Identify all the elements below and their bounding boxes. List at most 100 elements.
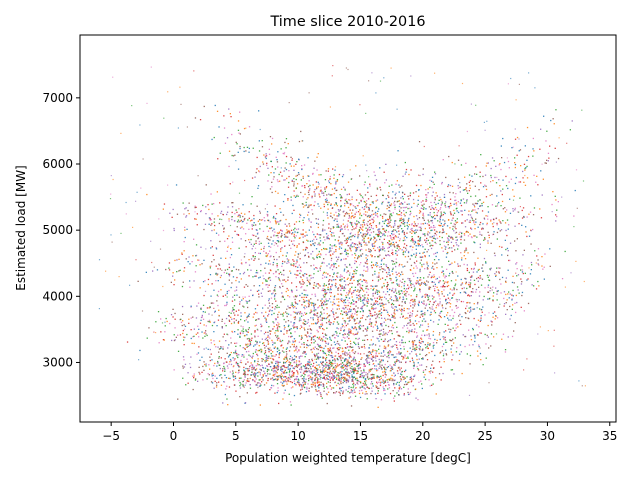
scatter-point bbox=[328, 283, 330, 286]
scatter-point bbox=[300, 130, 302, 133]
scatter-point bbox=[258, 296, 260, 298]
scatter-point bbox=[313, 353, 315, 355]
scatter-point bbox=[181, 324, 183, 327]
scatter-point bbox=[301, 279, 304, 281]
scatter-point bbox=[314, 313, 317, 316]
scatter-point bbox=[266, 225, 268, 228]
scatter-point bbox=[170, 281, 172, 283]
scatter-point bbox=[396, 297, 398, 299]
scatter-point bbox=[349, 332, 351, 334]
scatter-point bbox=[355, 165, 357, 167]
scatter-point bbox=[300, 191, 302, 194]
scatter-point bbox=[413, 298, 415, 300]
scatter-point bbox=[317, 153, 319, 155]
scatter-point bbox=[396, 370, 399, 372]
scatter-point bbox=[333, 177, 335, 179]
scatter-point bbox=[437, 210, 440, 212]
scatter-point bbox=[332, 311, 334, 313]
scatter-point bbox=[277, 180, 279, 183]
scatter-point bbox=[441, 214, 443, 217]
scatter-point bbox=[268, 326, 270, 328]
scatter-point bbox=[146, 193, 148, 196]
scatter-point bbox=[358, 322, 360, 325]
scatter-point bbox=[334, 318, 336, 320]
scatter-point bbox=[239, 145, 241, 148]
scatter-point bbox=[407, 220, 409, 222]
scatter-point bbox=[450, 241, 453, 243]
scatter-point bbox=[370, 313, 372, 315]
scatter-point bbox=[367, 237, 369, 240]
scatter-point bbox=[360, 317, 362, 319]
scatter-point bbox=[413, 230, 415, 232]
scatter-point bbox=[245, 233, 247, 235]
scatter-point bbox=[362, 236, 364, 238]
scatter-point bbox=[299, 311, 302, 313]
scatter-point bbox=[393, 245, 395, 247]
scatter-point bbox=[245, 284, 247, 286]
scatter-point bbox=[395, 360, 397, 363]
scatter-point bbox=[366, 244, 368, 246]
scatter-point bbox=[387, 300, 389, 302]
scatter-point bbox=[460, 351, 462, 353]
scatter-point bbox=[526, 159, 528, 161]
scatter-point bbox=[228, 218, 230, 220]
scatter-point bbox=[278, 323, 280, 325]
scatter-point bbox=[200, 210, 202, 213]
scatter-point bbox=[433, 281, 435, 283]
scatter-point bbox=[231, 331, 234, 333]
scatter-point bbox=[292, 341, 294, 343]
scatter-point bbox=[363, 184, 366, 186]
scatter-point bbox=[376, 291, 378, 293]
scatter-point bbox=[407, 287, 410, 290]
scatter-point bbox=[208, 319, 211, 321]
scatter-point bbox=[292, 232, 294, 234]
scatter-point bbox=[365, 249, 367, 251]
scatter-point bbox=[359, 243, 361, 245]
scatter-point bbox=[436, 231, 438, 233]
scatter-point bbox=[263, 344, 265, 346]
scatter-point bbox=[250, 339, 253, 341]
scatter-point bbox=[463, 287, 465, 289]
scatter-point bbox=[445, 353, 447, 355]
scatter-point bbox=[323, 304, 325, 306]
scatter-point bbox=[246, 146, 249, 148]
scatter-point bbox=[340, 196, 343, 198]
scatter-point bbox=[374, 174, 376, 177]
scatter-point bbox=[447, 317, 449, 319]
scatter-point bbox=[461, 283, 463, 285]
scatter-point bbox=[295, 251, 297, 253]
scatter-point bbox=[403, 237, 405, 239]
scatter-point bbox=[444, 220, 446, 222]
scatter-point bbox=[198, 346, 200, 348]
scatter-point bbox=[481, 202, 483, 205]
scatter-point bbox=[505, 302, 507, 304]
scatter-point bbox=[173, 284, 175, 286]
scatter-point bbox=[259, 252, 261, 255]
scatter-point bbox=[446, 285, 448, 288]
scatter-point bbox=[421, 208, 424, 210]
scatter-point bbox=[401, 292, 404, 294]
scatter-point bbox=[302, 283, 304, 285]
scatter-point bbox=[325, 170, 327, 172]
scatter-point bbox=[404, 206, 406, 209]
scatter-point bbox=[302, 314, 305, 316]
scatter-point bbox=[280, 313, 282, 315]
scatter-point bbox=[370, 250, 372, 252]
scatter-point bbox=[256, 156, 258, 159]
scatter-point bbox=[333, 214, 335, 216]
scatter-point bbox=[259, 212, 261, 214]
scatter-point bbox=[162, 208, 164, 210]
scatter-point bbox=[360, 381, 362, 383]
scatter-point bbox=[372, 219, 374, 221]
scatter-point bbox=[423, 277, 425, 279]
scatter-point bbox=[413, 275, 415, 277]
scatter-point bbox=[447, 284, 450, 287]
scatter-point bbox=[228, 150, 231, 152]
scatter-point bbox=[363, 363, 365, 365]
scatter-point bbox=[420, 279, 422, 281]
scatter-point bbox=[335, 202, 337, 204]
scatter-point bbox=[412, 341, 415, 343]
scatter-point bbox=[398, 184, 400, 186]
scatter-point bbox=[503, 305, 505, 307]
scatter-point bbox=[457, 275, 459, 277]
